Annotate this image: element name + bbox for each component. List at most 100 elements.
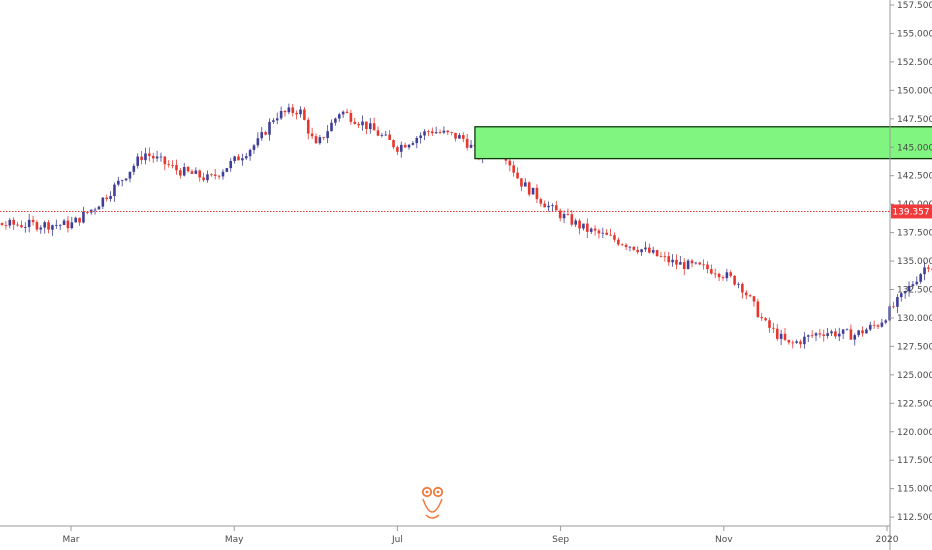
candle-body <box>461 135 465 139</box>
candle-body <box>834 331 837 337</box>
candle-body <box>764 318 767 321</box>
candle-body <box>679 262 682 265</box>
candle-body <box>70 222 74 229</box>
candle-body <box>260 132 264 139</box>
y-tick-label: 130.000 <box>897 314 932 324</box>
candle-body <box>415 138 419 144</box>
candle-body <box>427 131 430 133</box>
candle-body <box>237 156 240 161</box>
candle-body <box>671 259 674 263</box>
candle-body <box>768 320 771 328</box>
candle-body <box>694 262 698 264</box>
x-axis-ticks: MarMayJulSepNov2020MarMayJulSepNov <box>63 526 899 545</box>
y-tick-label: 135.000 <box>897 257 932 267</box>
candle-body <box>365 121 368 130</box>
candle-body <box>206 174 209 181</box>
current-price-label: 139.357 <box>892 207 929 217</box>
candle-body <box>791 342 795 344</box>
candle-body <box>376 130 380 136</box>
candle-body <box>613 235 616 240</box>
candle-body <box>163 156 167 165</box>
candle-body <box>837 333 841 337</box>
candle-body <box>120 180 124 182</box>
candle-body <box>225 168 229 172</box>
candle-body <box>702 264 705 266</box>
candle-body <box>543 203 546 208</box>
candle-body <box>155 156 159 159</box>
candle-body <box>268 121 271 135</box>
candle-body <box>82 211 85 223</box>
candle-body <box>752 296 756 302</box>
candle-body <box>624 244 628 248</box>
candle-body <box>876 325 880 327</box>
candle-body <box>915 281 919 285</box>
candle-body <box>132 165 136 172</box>
candle-body <box>923 267 926 275</box>
candle-body <box>524 182 527 187</box>
y-axis-ticks: 157.500 155.000 152.500 150.000 147.500 145.0… <box>890 1 932 523</box>
candle-body <box>733 275 736 285</box>
candle-body <box>849 329 853 340</box>
candle-body <box>644 247 647 250</box>
candle-body <box>310 133 314 137</box>
candle-body <box>818 333 822 335</box>
candle-body <box>899 293 903 298</box>
candle-body <box>892 306 895 308</box>
candle-body <box>353 121 357 124</box>
candle-body <box>252 145 256 150</box>
candle-body <box>508 160 512 166</box>
candle-body <box>430 131 434 134</box>
zones-group[interactable] <box>474 126 932 311</box>
y-tick-label: 132.500 <box>897 286 932 296</box>
candle-body <box>113 184 116 197</box>
candle-body <box>775 328 779 339</box>
candle-body <box>690 260 694 264</box>
candle-body <box>547 205 550 208</box>
candle-body <box>279 110 283 119</box>
candle-body <box>213 174 217 176</box>
candle-body <box>803 336 806 345</box>
y-tick-label: 145.000 <box>897 143 932 153</box>
candle-body <box>264 132 267 135</box>
watermark-robot-icon <box>421 486 444 519</box>
candle-body <box>663 256 667 257</box>
candle-body <box>179 170 182 176</box>
candle-body <box>12 219 15 225</box>
y-tick-label: 152.500 <box>897 58 932 68</box>
candle-body <box>628 246 632 248</box>
candle-body <box>372 123 376 131</box>
y-tick-label: 137.500 <box>897 229 932 239</box>
candle-body <box>287 107 291 113</box>
candle-body <box>198 170 202 178</box>
candle-body <box>512 165 515 173</box>
y-tick-label: 127.500 <box>897 342 932 352</box>
candle-body <box>907 285 911 292</box>
candle-body <box>930 268 932 270</box>
candle-body <box>578 220 581 229</box>
zone-rect-1[interactable] <box>474 126 932 160</box>
candle-body <box>558 210 562 219</box>
candle-body <box>47 222 50 230</box>
candle-body <box>39 227 43 230</box>
candle-body <box>8 219 12 226</box>
candle-body <box>16 224 19 226</box>
candle-body <box>423 131 426 136</box>
candle-body <box>659 256 663 257</box>
candle-body <box>306 119 310 134</box>
candle-body <box>202 177 205 181</box>
candle-body <box>182 166 186 176</box>
candle-body <box>527 182 531 195</box>
y-tick-label: 125.000 <box>897 371 932 381</box>
candle-body <box>574 220 577 225</box>
candle-body <box>861 330 864 334</box>
candle-body <box>438 132 442 133</box>
candle-body <box>368 123 372 130</box>
candle-body <box>896 297 899 307</box>
candle-body <box>403 144 407 148</box>
candle-body <box>345 111 349 113</box>
current-price-badge: 139.357 <box>891 204 932 219</box>
candle-body <box>845 329 849 331</box>
candle-body <box>741 283 744 293</box>
candle-body <box>651 250 655 253</box>
